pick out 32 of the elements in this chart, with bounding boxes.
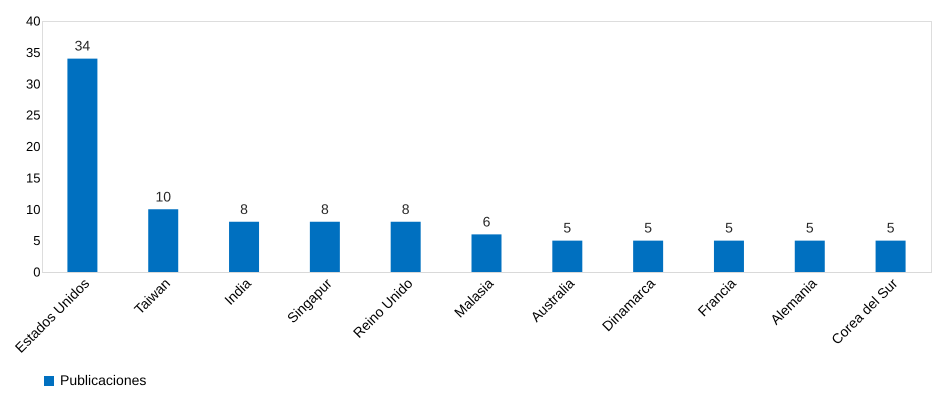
data-label: 6 [482,213,491,230]
data-label: 5 [725,220,734,236]
y-tick-label: 20 [26,139,40,154]
bar [472,234,502,272]
data-label: 34 [74,38,90,54]
data-label: 5 [644,220,652,236]
y-tick-label: 25 [26,108,40,123]
bar [148,209,178,272]
bar [633,240,664,272]
y-tick-label: 35 [26,44,40,60]
y-tick-label: 30 [26,76,40,92]
bar [552,240,582,272]
data-label: 5 [563,220,572,236]
data-label: 8 [402,200,410,217]
legend-label: Publicaciones [60,372,146,388]
bar [390,222,421,272]
data-label: 8 [320,200,329,217]
bar [229,222,260,272]
bar [310,222,340,272]
data-label: 5 [886,220,895,236]
bar [67,58,98,272]
data-label: 8 [240,200,248,217]
bar [876,240,906,272]
y-tick-label: 0 [33,264,40,280]
data-label: 5 [806,220,814,236]
y-tick-label: 15 [26,170,40,186]
y-tick-label: 40 [26,14,40,28]
data-label: 10 [155,188,172,204]
y-tick-label: 10 [26,202,40,217]
bar [794,240,825,272]
y-tick-label: 5 [33,233,40,248]
bar [714,240,744,272]
